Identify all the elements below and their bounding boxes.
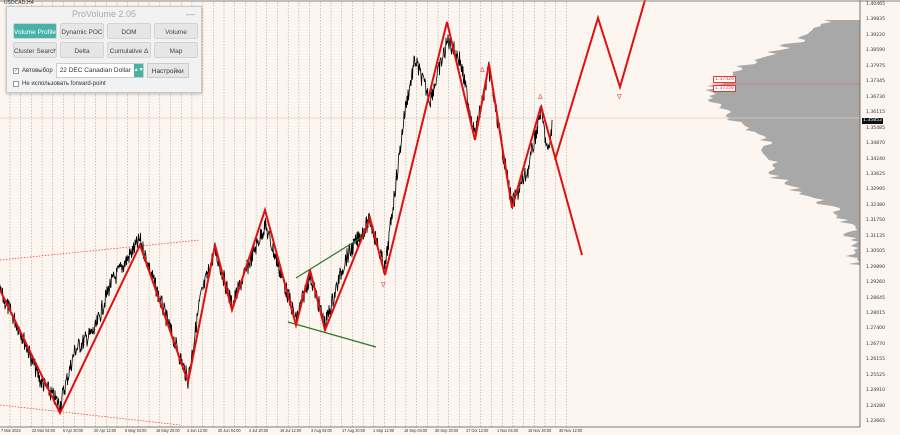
auto-select-checkbox[interactable]: ✓ <box>13 67 20 74</box>
zigzag-down-projection <box>540 105 583 256</box>
volume-profile-button[interactable]: Volume Profile <box>13 23 57 39</box>
price-tick-label: 1.35485 <box>866 125 885 131</box>
provolume-panel[interactable]: ProVolume 2.05 — Volume Profile Dynamic P… <box>6 6 202 93</box>
price-tick-label: 1.31750 <box>866 218 885 224</box>
level-label: 1.37426 <box>713 76 736 83</box>
price-tick-label: 1.25525 <box>866 372 885 378</box>
dynamic-poc-button[interactable]: Dynamic POC <box>60 23 104 39</box>
price-tick-label: 1.24280 <box>866 403 885 409</box>
panel-title: ProVolume 2.05 <box>71 9 137 19</box>
settings-button[interactable]: Настройки <box>146 63 189 78</box>
period-separators <box>9 2 567 427</box>
time-tick-label: 20 Jun 04:00 <box>218 428 241 433</box>
forward-point-checkbox[interactable] <box>13 81 19 87</box>
price-tick-label: 1.34870 <box>866 141 885 147</box>
forward-point-label: Не использовать forward-point <box>22 81 106 87</box>
price-series <box>0 34 553 414</box>
price-tick-label: 1.37975 <box>866 63 885 69</box>
price-tick-label: 1.34240 <box>866 156 885 162</box>
time-tick-label: 30 Sep 20:00 <box>435 428 459 433</box>
volume-profile <box>705 20 860 265</box>
delta-button[interactable]: Delta <box>60 42 104 58</box>
time-tick-label: 5 May 04:00 <box>125 428 147 433</box>
price-tick-label: 1.29890 <box>866 264 885 270</box>
price-tick-label: 1.37345 <box>866 79 885 85</box>
cumulative-delta-button[interactable]: Cumulative Δ <box>107 42 151 58</box>
price-tick-label: 1.39835 <box>866 17 885 23</box>
fractal-marker: ∆ <box>537 93 543 101</box>
fractal-marker: ∇ <box>616 93 622 101</box>
price-tick-label: 1.36730 <box>866 94 885 100</box>
channel-lower <box>0 404 181 426</box>
price-tick-label: 1.40465 <box>866 2 885 7</box>
current-price-label: 1.35852 <box>862 117 883 124</box>
price-tick-label: 1.30505 <box>866 249 885 255</box>
time-tick-label: 19 Jul 12:00 <box>280 428 302 433</box>
price-tick-label: 1.29260 <box>866 280 885 286</box>
symbol-label: USDCAD,H4 <box>4 0 34 6</box>
time-tick-label: 15 Nov 20:00 <box>528 428 552 433</box>
price-tick-label: 1.38590 <box>866 48 885 54</box>
volume-profile-shape <box>705 20 860 265</box>
triangle-lower <box>287 321 377 348</box>
time-tick-label: 3 Jun 12:00 <box>187 428 208 433</box>
time-tick-label: 30 Nov 12:00 <box>559 428 583 433</box>
price-tick-label: 1.33625 <box>866 171 885 177</box>
time-tick-label: 7 Mar 2022 <box>1 428 21 433</box>
time-tick-label: 1 Nov 04:00 <box>497 428 519 433</box>
time-tick-label: 19 May 20:00 <box>156 428 180 433</box>
price-tick-label: 1.26155 <box>866 357 885 363</box>
time-tick-label: 20 Apr 12:00 <box>94 428 117 433</box>
instrument-select[interactable]: 22 DEC Canadian Dollar ▲▼ <box>55 63 144 78</box>
price-tick-label: 1.39220 <box>866 32 885 38</box>
price-tick-label: 1.27400 <box>866 326 885 332</box>
time-tick-label: 17 Aug 20:00 <box>342 428 366 433</box>
zigzag-projection <box>554 0 646 161</box>
time-tick-label: 1 Sep 12:00 <box>373 428 395 433</box>
map-button[interactable]: Map <box>154 42 198 58</box>
price-tick-label: 1.26770 <box>866 341 885 347</box>
price-tick-label: 1.24910 <box>866 388 885 394</box>
dom-button[interactable]: DOM <box>107 23 151 39</box>
time-tick-label: 17 Oct 12:00 <box>466 428 489 433</box>
zigzag-wave <box>0 21 542 416</box>
spinner-icon[interactable]: ▲▼ <box>133 64 144 77</box>
level-label: 1.37256 <box>713 85 736 92</box>
price-tick-label: 1.32995 <box>866 187 885 193</box>
time-tick-label: 3 Aug 04:00 <box>311 428 332 433</box>
volume-button[interactable]: Volume <box>154 23 198 39</box>
price-tick-label: 1.28015 <box>866 311 885 316</box>
time-tick-label: 5 Apr 20:00 <box>63 428 83 433</box>
price-tick-label: 1.32380 <box>866 202 885 208</box>
minimize-button[interactable]: — <box>186 9 195 19</box>
time-tick-label: 16 Sep 04:00 <box>404 428 428 433</box>
price-tick-label: 1.36115 <box>866 110 885 116</box>
time-tick-label: 22 Mar 04:00 <box>32 428 56 433</box>
fractal-marker: ∇ <box>380 281 386 289</box>
cluster-search-button[interactable]: Cluster Search <box>13 42 57 58</box>
instrument-value: 22 DEC Canadian Dollar <box>59 67 131 74</box>
price-tick-label: 1.31135 <box>866 233 885 239</box>
price-tick-label: 1.23665 <box>866 419 885 425</box>
channel-upper <box>0 239 201 261</box>
triangle-upper <box>295 236 363 279</box>
fractal-marker: ∆ <box>479 66 485 74</box>
time-tick-label: 4 Jul 20:00 <box>249 428 269 433</box>
price-tick-label: 1.28645 <box>866 295 885 301</box>
auto-select-label: Автовыбор <box>22 67 53 74</box>
